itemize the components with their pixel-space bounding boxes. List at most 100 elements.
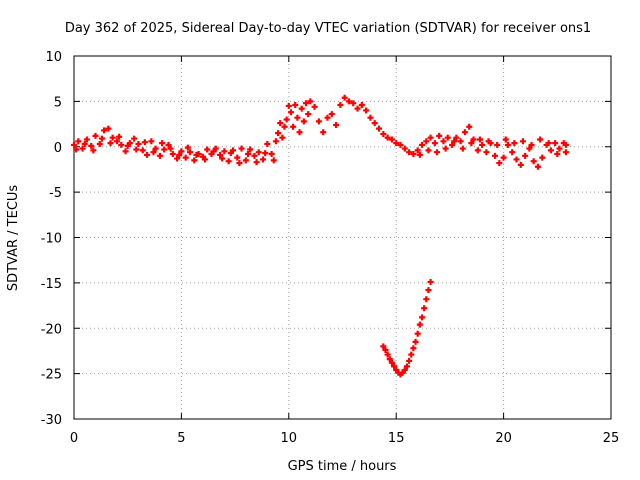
- data-point: [221, 148, 228, 155]
- data-point: [236, 160, 243, 167]
- data-point: [444, 134, 451, 141]
- x-tick-label: 0: [70, 431, 78, 446]
- data-point: [530, 158, 537, 165]
- data-point: [388, 359, 395, 366]
- data-point: [283, 116, 290, 123]
- data-point: [193, 151, 200, 158]
- data-point: [494, 141, 501, 148]
- data-point: [98, 135, 105, 142]
- data-point: [337, 102, 344, 109]
- data-point: [461, 129, 468, 136]
- data-point: [401, 145, 408, 152]
- data-point: [281, 123, 288, 130]
- data-point: [107, 140, 114, 147]
- data-point: [131, 135, 138, 142]
- y-tick-label: -5: [49, 186, 62, 201]
- data-point: [300, 118, 307, 125]
- data-point: [492, 152, 499, 159]
- grid: [74, 56, 611, 419]
- data-point: [421, 305, 428, 312]
- data-point: [466, 123, 473, 130]
- data-point: [423, 296, 430, 303]
- data-point: [307, 98, 314, 105]
- data-point: [414, 330, 421, 337]
- data-point: [333, 121, 340, 128]
- data-point: [247, 146, 254, 153]
- data-point: [470, 136, 477, 143]
- data-point: [537, 136, 544, 143]
- data-point: [485, 138, 492, 145]
- data-point: [264, 141, 271, 148]
- data-point: [305, 111, 312, 118]
- y-axis-label: SDTVAR / TECUs: [6, 185, 21, 292]
- chart-title: Day 362 of 2025, Sidereal Day-to-day VTE…: [65, 21, 591, 36]
- data-point: [556, 145, 563, 152]
- data-point: [367, 114, 374, 121]
- data-point: [302, 100, 309, 107]
- data-point: [272, 138, 279, 145]
- data-point: [251, 152, 258, 159]
- data-point: [416, 321, 423, 328]
- data-point: [504, 141, 511, 148]
- y-tick-label: 5: [54, 95, 62, 110]
- data-point: [363, 107, 370, 114]
- data-point: [328, 111, 335, 118]
- data-point: [144, 151, 151, 158]
- data-point: [410, 345, 417, 352]
- data-point: [90, 147, 97, 154]
- data-point: [545, 140, 552, 147]
- data-point: [423, 138, 430, 145]
- data-point: [528, 141, 535, 148]
- data-point: [341, 94, 348, 101]
- data-points: [71, 94, 569, 378]
- data-point: [290, 123, 297, 130]
- data-point: [148, 138, 155, 145]
- data-point: [425, 287, 432, 294]
- data-point: [562, 141, 569, 148]
- data-point: [159, 140, 166, 147]
- data-point: [427, 134, 434, 141]
- data-point: [509, 149, 516, 156]
- data-point: [275, 130, 282, 137]
- data-point: [434, 149, 441, 156]
- data-point: [210, 148, 217, 155]
- x-tick-label: 25: [603, 431, 620, 446]
- data-point: [408, 351, 415, 358]
- data-point: [262, 150, 269, 157]
- data-point: [234, 154, 241, 161]
- data-point: [79, 145, 86, 152]
- data-point: [71, 141, 77, 148]
- data-point: [552, 140, 559, 147]
- data-point: [345, 98, 352, 105]
- data-point: [562, 149, 569, 156]
- data-point: [285, 102, 292, 109]
- data-point: [161, 146, 168, 153]
- data-point: [539, 154, 546, 161]
- data-point: [517, 161, 524, 168]
- data-point: [534, 163, 541, 170]
- data-point: [105, 125, 112, 132]
- data-point: [453, 134, 460, 141]
- data-point: [511, 140, 518, 147]
- data-point: [449, 141, 456, 148]
- data-point: [358, 102, 365, 109]
- data-point: [270, 157, 277, 164]
- data-point: [186, 149, 193, 156]
- x-axis-label: GPS time / hours: [288, 459, 397, 474]
- data-point: [298, 105, 305, 112]
- data-point: [380, 343, 387, 350]
- data-point: [384, 351, 391, 358]
- data-point: [227, 150, 234, 157]
- data-point: [279, 134, 286, 141]
- data-point: [167, 145, 174, 152]
- data-point: [468, 140, 475, 147]
- y-tick-label: -20: [41, 322, 62, 337]
- data-point: [416, 151, 423, 158]
- data-point: [141, 139, 148, 146]
- data-point: [522, 152, 529, 159]
- data-point: [406, 357, 413, 364]
- data-point: [425, 147, 432, 154]
- data-point: [73, 146, 80, 153]
- data-point: [165, 141, 172, 148]
